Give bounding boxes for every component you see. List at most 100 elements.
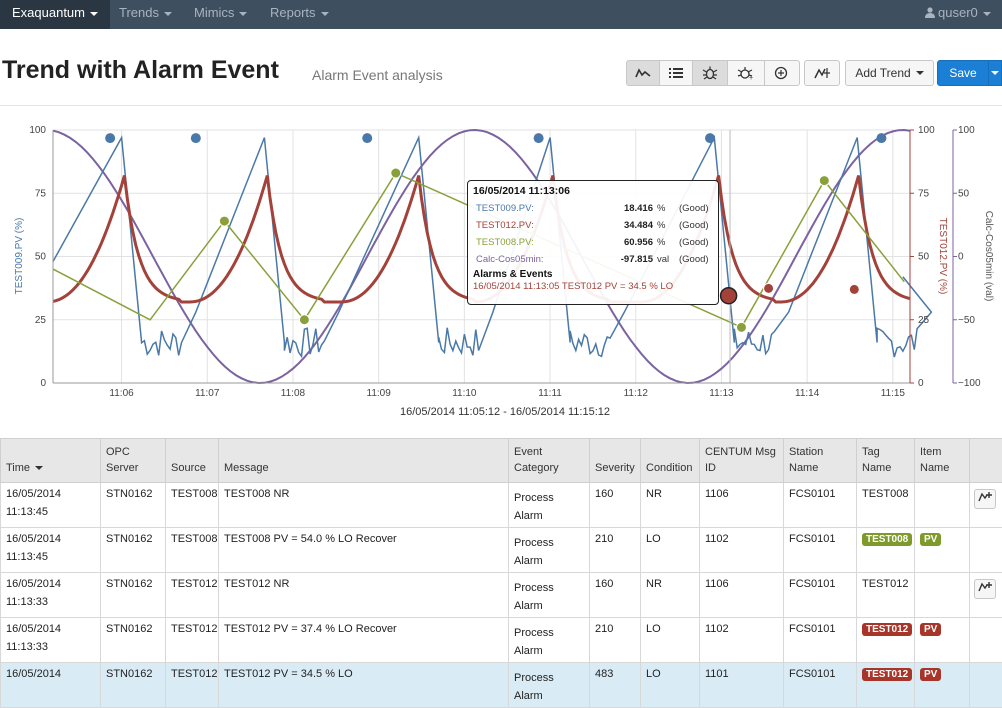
alarm-marker-test012[interactable] <box>721 288 737 304</box>
col-tag-name[interactable]: Tag Name <box>857 439 915 483</box>
cell-station: FCS0101 <box>784 663 857 708</box>
cell-server-value: STN0162 <box>106 668 152 680</box>
item-badge[interactable]: PV <box>920 623 941 636</box>
cell-event-category: Process Alarm <box>509 618 590 663</box>
chevron-down-icon <box>916 71 924 75</box>
item-badge[interactable]: PV <box>920 533 941 546</box>
x-tick-label: 11:07 <box>195 388 220 399</box>
col-item-name[interactable]: Item Name <box>915 439 970 483</box>
col-condition[interactable]: Condition <box>641 439 700 483</box>
alarm-marker-test012[interactable] <box>764 283 774 293</box>
tag-badge[interactable]: TEST012 <box>862 668 912 681</box>
col-actions <box>970 439 1002 483</box>
col-centum-msg-id[interactable]: CENTUM Msg ID <box>700 439 784 483</box>
cell-actions <box>970 618 1002 663</box>
alarm-marker-test009[interactable] <box>705 133 715 143</box>
cell-severity-value: 160 <box>595 488 613 500</box>
cell-date: 16/05/2014 <box>6 668 61 680</box>
cell-message: TEST008 NR <box>219 483 509 528</box>
cell-condition: LO <box>641 528 700 573</box>
col-time[interactable]: Time <box>1 439 101 483</box>
cell-severity-value: 160 <box>595 578 613 590</box>
cell-severity: 483 <box>590 663 641 708</box>
cell-actions <box>970 528 1002 573</box>
list-view-button[interactable] <box>659 60 693 86</box>
y-left-tick-label: 50 <box>35 252 47 263</box>
tooltip-unit: val <box>653 254 671 265</box>
cell-date: 16/05/2014 <box>6 623 61 635</box>
cell-condition-value: NR <box>646 578 662 590</box>
nav-item-reports[interactable]: Reports <box>270 0 329 29</box>
bug-icon <box>702 66 718 80</box>
alarm-marker-test008[interactable] <box>299 315 309 325</box>
col-severity[interactable]: Severity <box>590 439 641 483</box>
alarm-marker-test009[interactable] <box>105 133 115 143</box>
nav-brand-menu[interactable]: Exaquantum <box>0 0 110 29</box>
cell-time-value: 11:13:45 <box>6 506 48 518</box>
tooltip-row: TEST012.PV: 34.484 % (Good) <box>473 217 713 234</box>
add-trend-button[interactable]: Add Trend <box>845 60 934 86</box>
x-tick-label: 11:10 <box>452 388 477 399</box>
table-row[interactable]: 16/05/2014 STN0162 TEST012 TEST012 PV = 34.… <box>1 663 1002 708</box>
tag-badge[interactable]: TEST012 <box>862 623 912 636</box>
cell-tag-name: TEST012 <box>857 573 915 618</box>
cell-date: 16/05/2014 <box>6 488 61 500</box>
alarm-marker-test009[interactable] <box>362 133 372 143</box>
alarm-marker-test008[interactable] <box>819 176 829 186</box>
cell-tag-value: TEST008 <box>862 488 908 500</box>
bug-button[interactable] <box>692 60 728 86</box>
alarm-marker-test009[interactable] <box>534 133 544 143</box>
cell-severity-value: 210 <box>595 623 613 635</box>
y-right1-tick-label: 100 <box>918 125 935 136</box>
col-event-category[interactable]: Event Category <box>509 439 590 483</box>
col-source[interactable]: Source <box>166 439 219 483</box>
cell-msgid-value: 1101 <box>705 668 729 680</box>
line-chart-button[interactable] <box>626 60 660 86</box>
cell-tag-name: TEST008 <box>857 528 915 573</box>
cell-station: FCS0101 <box>784 483 857 528</box>
user-icon <box>925 7 935 18</box>
cell-source: TEST008 <box>166 528 219 573</box>
nav-item-trends[interactable]: Trends <box>119 0 172 29</box>
add-to-trend-button[interactable] <box>974 579 996 599</box>
x-tick-label: 11:14 <box>795 388 820 399</box>
cell-actions <box>970 663 1002 708</box>
alarm-marker-test008[interactable] <box>736 322 746 332</box>
cell-station-value: FCS0101 <box>789 623 835 635</box>
tooltip-time: 16/05/2014 11:13:06 <box>473 185 713 197</box>
col-station-name[interactable]: Station Name <box>784 439 857 483</box>
cell-message: TEST012 PV = 34.5 % LO <box>219 663 509 708</box>
cell-message: TEST012 PV = 37.4 % LO Recover <box>219 618 509 663</box>
trend-cursor-button[interactable] <box>804 60 840 86</box>
cell-time-value: 11:13:33 <box>6 596 48 608</box>
cell-actions <box>970 573 1002 618</box>
cell-tag-name: TEST008 <box>857 483 915 528</box>
chevron-down-icon <box>991 71 999 75</box>
x-tick-label: 11:06 <box>109 388 134 399</box>
alarm-marker-test008[interactable] <box>391 168 401 178</box>
tag-badge[interactable]: TEST008 <box>862 533 912 546</box>
cell-severity: 210 <box>590 618 641 663</box>
save-button[interactable]: Save <box>937 60 989 86</box>
nav-item-mimics[interactable]: Mimics <box>194 0 247 29</box>
alarm-events-button[interactable]: + <box>727 60 765 86</box>
col-opc-server[interactable]: OPC Server <box>101 439 166 483</box>
pointer-button[interactable] <box>764 60 800 86</box>
cell-opc-server: STN0162 <box>101 573 166 618</box>
add-to-trend-button[interactable] <box>974 489 996 509</box>
alarm-marker-test008[interactable] <box>219 216 229 226</box>
cell-category-value: Process Alarm <box>514 672 554 702</box>
alarm-marker-test012[interactable] <box>849 284 859 294</box>
cell-source-value: TEST012 <box>171 623 217 635</box>
save-dropdown-toggle[interactable] <box>988 60 1002 86</box>
item-badge[interactable]: PV <box>920 668 941 681</box>
alarm-marker-test009[interactable] <box>876 133 886 143</box>
user-menu[interactable]: quser0 <box>925 0 991 29</box>
col-message[interactable]: Message <box>219 439 509 483</box>
cell-tag-name: TEST012 <box>857 618 915 663</box>
alarm-marker-test009[interactable] <box>191 133 201 143</box>
